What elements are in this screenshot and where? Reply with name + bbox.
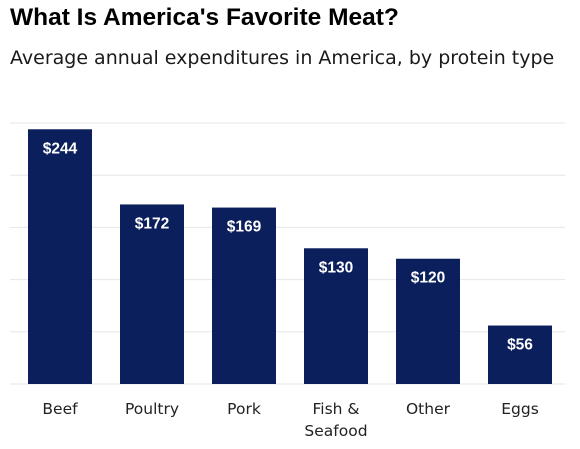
category-label: Other xyxy=(406,400,451,418)
data-label: $169 xyxy=(227,219,262,236)
data-label: $244 xyxy=(43,140,78,157)
category-label: Poultry xyxy=(125,400,179,418)
bar xyxy=(396,258,460,384)
chart-title: What Is America's Favorite Meat? xyxy=(10,4,399,31)
data-label: $120 xyxy=(411,270,445,287)
bar xyxy=(28,129,92,384)
category-label: Fish & xyxy=(312,400,359,418)
category-label: Seafood xyxy=(304,422,367,440)
bar xyxy=(304,248,368,384)
data-label: $172 xyxy=(135,215,169,232)
bar xyxy=(488,325,552,384)
category-label: Pork xyxy=(227,400,261,418)
data-label: $56 xyxy=(507,337,533,354)
bar xyxy=(120,204,184,384)
bar xyxy=(212,207,276,384)
chart-subtitle: Average annual expenditures in America, … xyxy=(10,47,555,69)
data-label: $130 xyxy=(319,259,353,276)
category-label: Beef xyxy=(42,400,78,418)
category-label: Eggs xyxy=(501,400,539,418)
